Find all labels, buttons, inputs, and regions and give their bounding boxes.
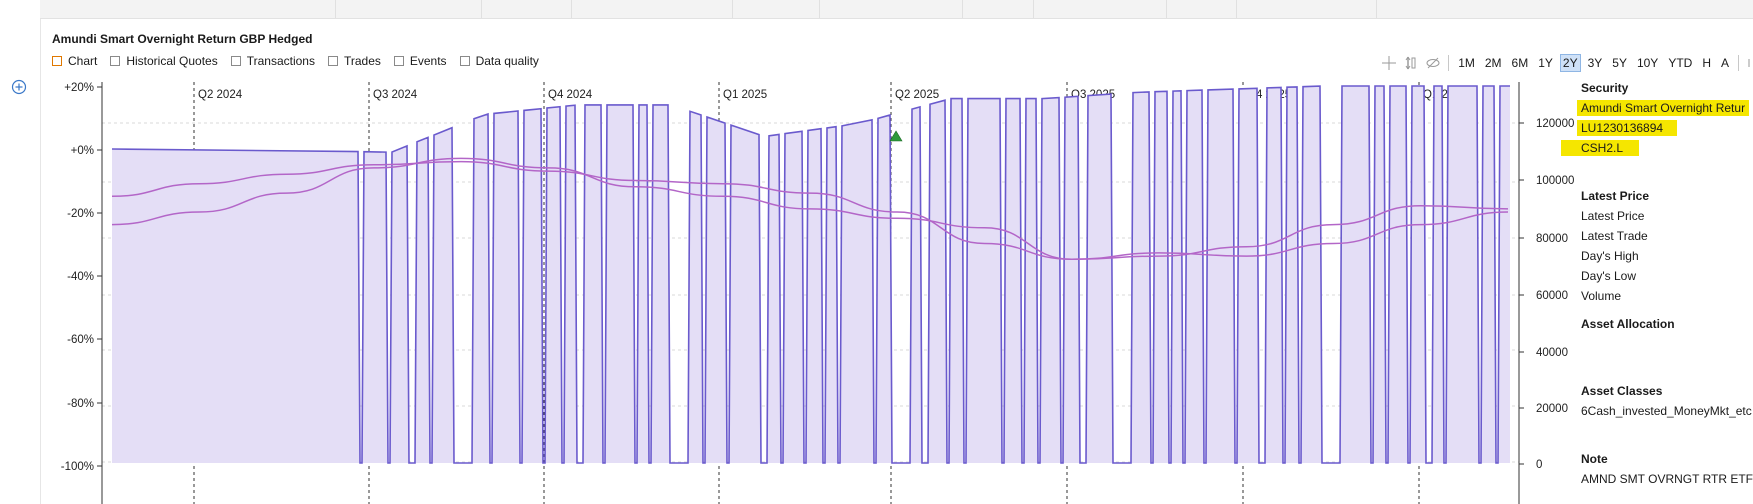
- range-button-10y[interactable]: 10Y: [1636, 56, 1659, 70]
- tab-events[interactable]: Events: [393, 54, 447, 68]
- crosshair-icon[interactable]: [1381, 55, 1397, 71]
- checkbox-icon: [52, 56, 62, 66]
- checkbox-icon: [230, 56, 241, 66]
- latest-item: Latest Price: [1581, 209, 1645, 223]
- view-tabs: Chart Historical Quotes Transactions Trades…: [52, 54, 552, 68]
- tab-label: Events: [409, 54, 447, 68]
- quarter-label: Q3 2024: [373, 89, 418, 101]
- tab-transactions[interactable]: Transactions: [230, 54, 315, 68]
- checkbox-icon: [459, 56, 470, 66]
- right-axis-label: 80000: [1536, 233, 1568, 245]
- more-icon[interactable]: [1745, 55, 1753, 71]
- security-name: Amundi Smart Overnight Retur: [1577, 100, 1750, 116]
- quarter-label: Q4 2024: [548, 89, 593, 101]
- checkbox-icon: [110, 56, 121, 66]
- range-button-5y[interactable]: 5Y: [1612, 56, 1627, 70]
- left-axis-label: -20%: [67, 208, 94, 220]
- tab-data-quality[interactable]: Data quality: [459, 54, 539, 68]
- left-axis-label: -100%: [61, 461, 94, 473]
- latest-item: Latest Trade: [1581, 229, 1648, 243]
- range-button-ytd[interactable]: YTD: [1668, 56, 1693, 70]
- security-isin: LU1230136894: [1577, 120, 1678, 136]
- table-header-strip: [40, 0, 1753, 19]
- range-button-1m[interactable]: 1M: [1458, 56, 1475, 70]
- latest-item: Volume: [1581, 289, 1622, 303]
- performance-line-1: [111, 160, 1509, 261]
- tab-label: Historical Quotes: [126, 54, 218, 68]
- tab-trades[interactable]: Trades: [327, 54, 381, 68]
- tab-label: Transactions: [246, 54, 315, 68]
- toolbar-separator: [1448, 55, 1450, 71]
- left-axis-label: -80%: [67, 398, 94, 410]
- chart-toolbar: 1M 2M 6M 1Y 2Y 3Y 5Y 10Y YTD H A: [1378, 53, 1753, 73]
- plus-circle-icon: [11, 79, 27, 95]
- asset-class-value: 6Cash_invested_MoneyMkt_etc: [1581, 404, 1752, 418]
- right-axis-label: 0: [1536, 459, 1542, 471]
- tab-chart[interactable]: Chart: [52, 54, 97, 68]
- range-button-h[interactable]: H: [1702, 56, 1711, 70]
- asset-classes-header: Asset Classes: [1581, 384, 1663, 398]
- note-header: Note: [1581, 452, 1608, 466]
- quarter-label: Q1 2025: [723, 89, 767, 101]
- latest-price-header: Latest Price: [1581, 189, 1650, 203]
- holding-line: [111, 85, 1510, 464]
- hide-icon[interactable]: [1425, 55, 1441, 71]
- tab-label: Trades: [343, 54, 381, 68]
- range-button-2m[interactable]: 2M: [1484, 56, 1502, 70]
- tab-label: Data quality: [475, 54, 539, 68]
- performance-line-2: [111, 157, 1509, 261]
- toolbar-separator: [1738, 55, 1739, 71]
- right-axis-label: 120000: [1536, 118, 1574, 130]
- right-axis-label: 100000: [1536, 175, 1574, 187]
- tab-historical-quotes[interactable]: Historical Quotes: [110, 54, 218, 68]
- right-axis-label: 20000: [1536, 403, 1568, 415]
- range-button-2y[interactable]: 2Y: [1559, 54, 1581, 72]
- range-button-3y[interactable]: 3Y: [1587, 56, 1603, 70]
- left-axis-label: -60%: [67, 334, 94, 346]
- checkbox-icon: [327, 56, 338, 66]
- left-axis-label: -40%: [67, 271, 94, 283]
- security-symbol: CSH2.L: [1561, 140, 1640, 156]
- asset-allocation-header: Asset Allocation: [1581, 317, 1675, 331]
- scale-icon[interactable]: [1403, 55, 1419, 71]
- holding-area: [112, 86, 1510, 463]
- security-header: Security: [1581, 81, 1629, 95]
- quarter-label: Q2 2024: [198, 89, 243, 101]
- range-button-a[interactable]: A: [1720, 56, 1729, 70]
- event-marker-icon[interactable]: [889, 130, 903, 142]
- latest-item: Day's High: [1581, 249, 1639, 263]
- page-title: Amundi Smart Overnight Return GBP Hedged: [52, 32, 313, 46]
- add-chart-button[interactable]: [11, 79, 27, 95]
- right-axis-label: 60000: [1536, 290, 1568, 302]
- left-gutter: [0, 0, 41, 504]
- left-axis-label: +0%: [71, 145, 94, 157]
- right-axis-label: 40000: [1536, 347, 1568, 359]
- left-axis-label: +20%: [64, 82, 94, 94]
- checkbox-icon: [393, 56, 404, 66]
- range-button-1y[interactable]: 1Y: [1538, 56, 1553, 70]
- quarter-label: Q2 2025: [895, 89, 939, 101]
- range-button-6m[interactable]: 6M: [1511, 56, 1529, 70]
- latest-item: Day's Low: [1581, 269, 1636, 283]
- tab-label: Chart: [68, 54, 98, 68]
- note-value: AMND SMT OVRNGT RTR ETF-U: [1581, 472, 1753, 486]
